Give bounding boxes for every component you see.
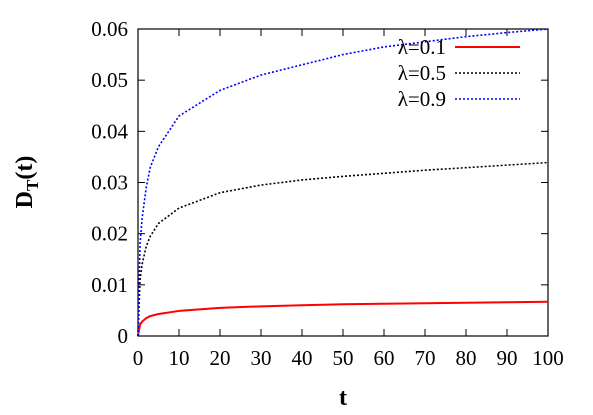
x-tick-label: 10 bbox=[169, 346, 190, 370]
y-axis-label-main: D bbox=[12, 191, 38, 208]
y-tick-label: 0.01 bbox=[91, 273, 128, 297]
y-tick-label: 0.02 bbox=[91, 222, 128, 246]
x-tick-label: 70 bbox=[415, 346, 436, 370]
y-tick-label: 0.04 bbox=[91, 119, 128, 143]
plot-area bbox=[137, 28, 549, 337]
x-tick-label: 20 bbox=[210, 346, 231, 370]
legend: λ=0.1λ=0.5λ=0.9 bbox=[398, 35, 520, 111]
y-tick-label: 0 bbox=[118, 324, 129, 348]
y-axis-label-tail: (t) bbox=[12, 156, 38, 180]
x-tick-label: 0 bbox=[133, 346, 144, 370]
x-tick-label: 90 bbox=[497, 346, 518, 370]
legend-label-2: λ=0.5 bbox=[398, 61, 446, 85]
x-axis-label: t bbox=[339, 385, 347, 411]
series-line-1 bbox=[137, 300, 549, 337]
y-axis-label-sub: T bbox=[23, 179, 42, 191]
series-line-2 bbox=[137, 161, 549, 337]
axis-ticks: 0 10 20 30 40 50 60 70 80 90 100 0 0.01 0.02 0.03 0.04 0… bbox=[91, 17, 564, 370]
series-lines bbox=[137, 28, 549, 337]
legend-label-3: λ=0.9 bbox=[398, 87, 446, 111]
legend-label-1: λ=0.1 bbox=[398, 35, 446, 59]
x-tick-label: 40 bbox=[292, 346, 313, 370]
x-tick-label: 30 bbox=[251, 346, 272, 370]
x-tick-label: 50 bbox=[333, 346, 354, 370]
series-line-3 bbox=[137, 28, 549, 337]
y-tick-label: 0.03 bbox=[91, 171, 128, 195]
y-tick-label: 0.05 bbox=[91, 68, 128, 92]
y-axis-label: DT(t) bbox=[12, 156, 42, 209]
y-tick-label: 0.06 bbox=[91, 17, 128, 41]
x-tick-label: 80 bbox=[456, 346, 477, 370]
x-tick-label: 60 bbox=[374, 346, 395, 370]
x-tick-label: 100 bbox=[532, 346, 564, 370]
